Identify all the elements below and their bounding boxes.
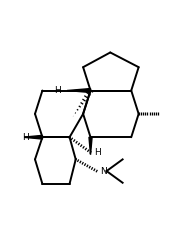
Polygon shape: [67, 88, 90, 93]
Text: N: N: [100, 167, 107, 175]
Text: H: H: [22, 133, 29, 142]
Text: H: H: [54, 86, 61, 95]
Text: H: H: [94, 148, 101, 157]
Polygon shape: [89, 137, 92, 155]
Polygon shape: [23, 135, 42, 139]
